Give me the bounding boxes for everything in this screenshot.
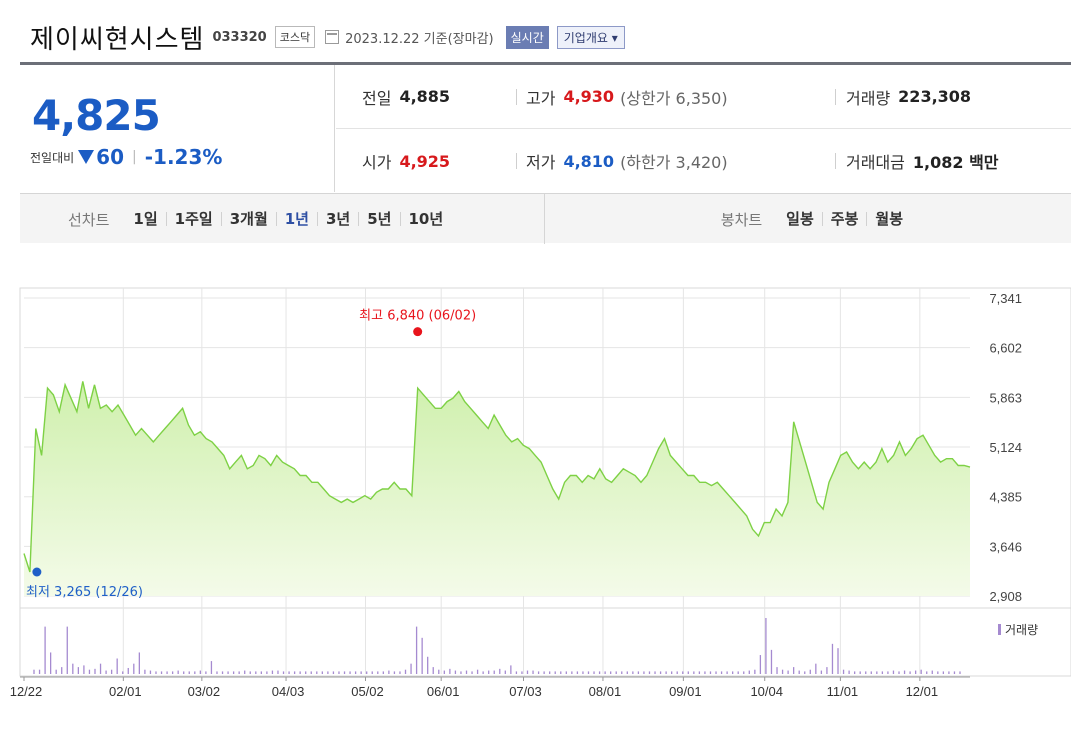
y-tick-label: 6,602 [989, 341, 1022, 356]
candle-chart-tabs: 봉차트 일봉 주봉 월봉 [546, 194, 1071, 244]
change-row: 전일대비 60 | -1.23% [30, 145, 222, 169]
x-tick-label: 12/01 [906, 684, 939, 699]
x-tick-label: 06/01 [427, 684, 460, 699]
max-price-annotation: 최고 6,840 (06/02) [359, 309, 476, 324]
prev-close: 전일 4,885 [362, 85, 450, 109]
day-low: 저가 4,810 (하한가 3,420) [526, 149, 728, 173]
trade-amount-label: 거래대금 [846, 153, 905, 172]
line-chart-tabs: 선차트 1일 1주일 3개월 1년 3년 5년 10년 [20, 194, 545, 244]
line-chart-title: 선차트 [68, 210, 110, 229]
tab-1y[interactable]: 1년 [275, 212, 317, 227]
current-price: 4,825 [32, 91, 161, 140]
trade-amount-value: 1,082 백만 [912, 153, 999, 172]
x-tick-label: 08/01 [589, 684, 622, 699]
chevron-down-icon: ▾ [611, 30, 618, 45]
lower-limit: (하한가 3,420) [620, 153, 728, 172]
y-tick-label: 3,646 [989, 539, 1022, 554]
open-value: 4,925 [399, 151, 451, 171]
volume-legend-label: 거래량 [1005, 623, 1038, 637]
min-price-marker [32, 567, 42, 577]
realtime-button[interactable]: 실시간 [505, 25, 549, 49]
candle-chart-title: 봉차트 [720, 210, 763, 229]
quote-summary: 4,825 전일대비 60 | -1.23% 전일 4,885 고가 4,930… [20, 62, 1071, 244]
stat-divider [835, 153, 836, 169]
day-high-label: 고가 [526, 88, 556, 108]
price-change: 60 [96, 145, 125, 169]
base-date: 2023.12.22 기준(장마감) [345, 31, 494, 47]
stats-row-2: 시가 4,925 저가 4,810 (하한가 3,420) 거래대금 1,082… [336, 129, 1071, 193]
tab-daily[interactable]: 일봉 [786, 210, 814, 228]
stock-header: 제이씨현시스템 033320 코스닥 2023.12.22 기준(장마감) 실시… [30, 20, 625, 55]
price-area [24, 381, 970, 596]
x-tick-label: 11/01 [827, 684, 859, 699]
upper-limit: (상한가 6,350) [620, 88, 728, 108]
x-tick-label: 07/03 [509, 684, 542, 699]
max-price-marker [413, 327, 423, 337]
x-tick-label: 04/03 [272, 684, 305, 699]
x-tick-label: 10/04 [750, 684, 783, 699]
tab-weekly[interactable]: 주봉 [821, 212, 867, 227]
min-price-annotation: 최저 3,265 (12/26) [26, 585, 143, 600]
volume-legend-swatch [998, 624, 1001, 635]
day-high: 고가 4,930 (상한가 6,350) [526, 85, 728, 109]
calendar-icon [325, 30, 340, 44]
prev-close-value: 4,885 [399, 87, 451, 106]
market-badge: 코스닥 [274, 26, 316, 48]
y-tick-label: 5,863 [989, 390, 1022, 405]
volume-panel-frame [19, 607, 1071, 677]
overview-label: 기업개요 [563, 30, 608, 45]
stat-divider [516, 153, 517, 169]
x-tick-label: 09/01 [669, 684, 702, 699]
x-tick-label: 03/02 [188, 684, 221, 699]
prev-close-label: 전일 [362, 88, 392, 108]
tab-monthly[interactable]: 월봉 [866, 212, 911, 227]
company-name: 제이씨현시스템 [30, 24, 205, 55]
y-tick-label: 5,124 [989, 440, 1022, 455]
x-tick-label: 12/22 [10, 684, 43, 699]
chart-period-tabs: 선차트 1일 1주일 3개월 1년 3년 5년 10년 봉차트 일봉 주봉 월봉 [20, 193, 1071, 244]
stats-row-1: 전일 4,885 고가 4,930 (상한가 6,350) 거래량 223,30… [336, 65, 1071, 129]
price-line [23, 381, 971, 573]
quote-stats: 전일 4,885 고가 4,930 (상한가 6,350) 거래량 223,30… [336, 65, 1071, 192]
open-price: 시가 4,925 [362, 149, 450, 173]
stat-divider [516, 89, 517, 105]
tab-3m[interactable]: 3개월 [220, 212, 276, 227]
change-separator: | [132, 149, 137, 165]
volume-label: 거래량 [846, 88, 891, 108]
y-tick-label: 7,341 [989, 291, 1022, 306]
day-low-value: 4,810 [563, 151, 615, 171]
x-tick-label: 05/02 [351, 684, 384, 699]
day-low-label: 저가 [526, 153, 556, 172]
x-tick-label: 02/01 [109, 684, 142, 699]
tab-3y[interactable]: 3년 [317, 212, 358, 227]
y-tick-label: 2,908 [989, 589, 1022, 604]
stock-code: 033320 [212, 29, 267, 45]
stat-divider [835, 89, 836, 105]
company-overview-dropdown[interactable]: 기업개요 ▾ [556, 25, 625, 49]
tab-10y[interactable]: 10년 [399, 212, 452, 227]
trade-amount: 거래대금 1,082 백만 [846, 149, 999, 173]
price-box: 4,825 전일대비 60 | -1.23% [20, 65, 335, 192]
vs-prev-label: 전일대비 [30, 150, 75, 165]
y-tick-label: 4,385 [989, 490, 1022, 505]
tab-1w[interactable]: 1주일 [165, 212, 221, 227]
volume: 거래량 223,308 [846, 85, 971, 109]
down-arrow-icon [78, 150, 95, 164]
open-label: 시가 [362, 153, 392, 172]
change-percent: -1.23% [144, 145, 223, 169]
tab-1d[interactable]: 1일 [133, 210, 158, 228]
tab-5y[interactable]: 5년 [358, 212, 399, 227]
volume-value: 223,308 [898, 87, 972, 106]
day-high-value: 4,930 [563, 87, 615, 106]
